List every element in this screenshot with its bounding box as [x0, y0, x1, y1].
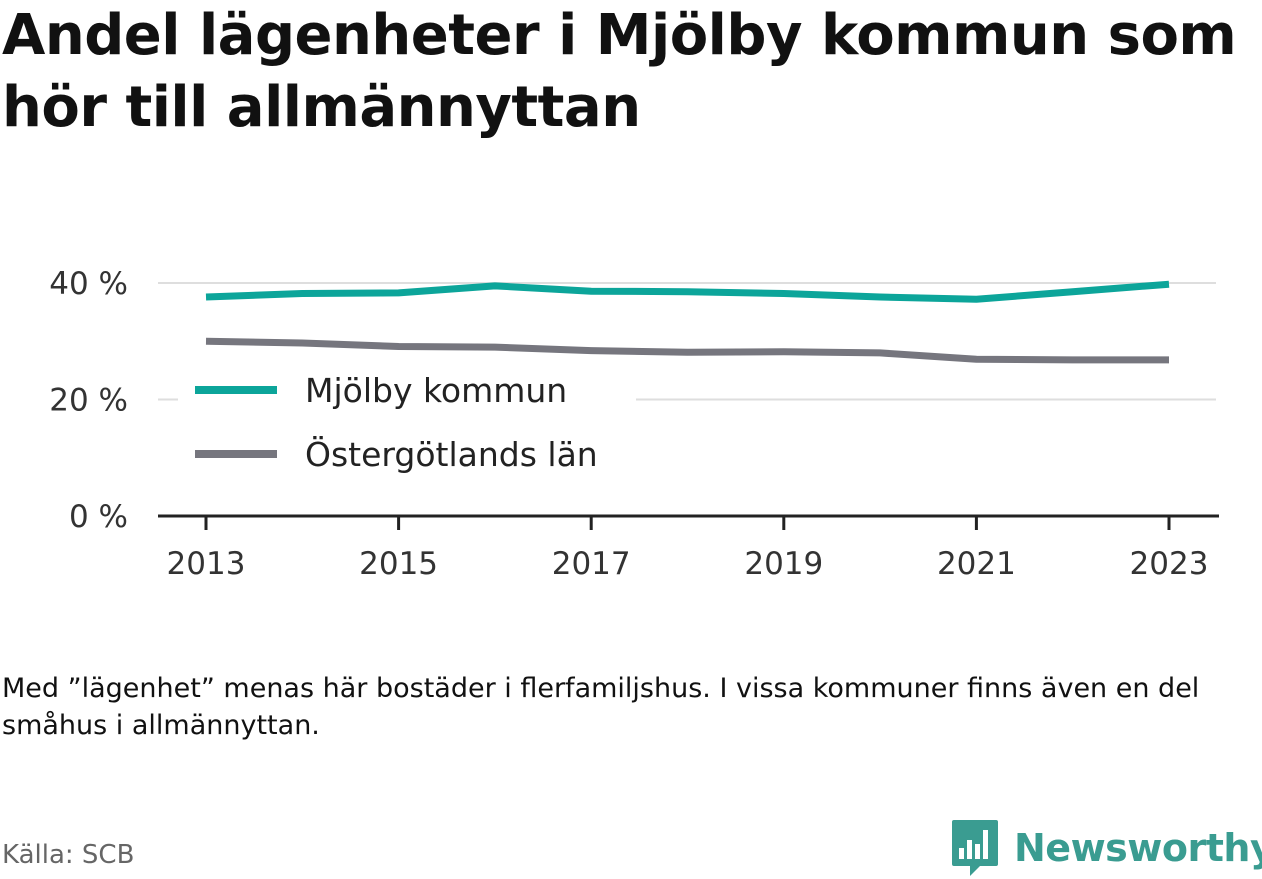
x-tick-label-5: 2023 — [1130, 546, 1209, 582]
chart-title: Andel lägenheter i Mjölby kommun som hör… — [2, 3, 1237, 140]
x-tick-label-2: 2017 — [552, 546, 631, 582]
brand-logo: Newsworthy — [950, 818, 1262, 878]
legend: Mjölby kommun Östergötlands län — [178, 360, 636, 485]
brand-name: Newsworthy — [1014, 826, 1262, 870]
legend-label-0: Mjölby kommun — [305, 371, 567, 410]
y-tick-label-2: 40 % — [49, 266, 128, 302]
y-tick-label-1: 20 % — [49, 383, 128, 419]
x-tick-label-4: 2021 — [937, 546, 1016, 582]
series-line-0 — [205, 280, 1170, 303]
legend-background — [178, 360, 636, 485]
line-chart: 0 % 20 % 40 % Mjölby kommun Östergötlands l… — [49, 266, 1219, 582]
x-axis: 2013 2015 2017 2019 2021 2023 — [158, 514, 1219, 582]
y-axis-labels: 0 % 20 % 40 % — [49, 266, 128, 535]
source-text: Källa: SCB — [2, 840, 135, 870]
x-tick-label-1: 2015 — [359, 546, 438, 582]
x-tick-label-0: 2013 — [167, 546, 246, 582]
y-tick-label-0: 0 % — [69, 499, 128, 535]
x-tick-label-3: 2019 — [744, 546, 823, 582]
legend-label-1: Östergötlands län — [305, 434, 598, 474]
series-line-1 — [205, 337, 1169, 364]
chart-note: Med ”lägenhet” menas här bostäder i fler… — [2, 673, 1200, 741]
series-lines — [205, 280, 1170, 364]
bar-chart-speech-bubble-icon — [952, 820, 998, 876]
